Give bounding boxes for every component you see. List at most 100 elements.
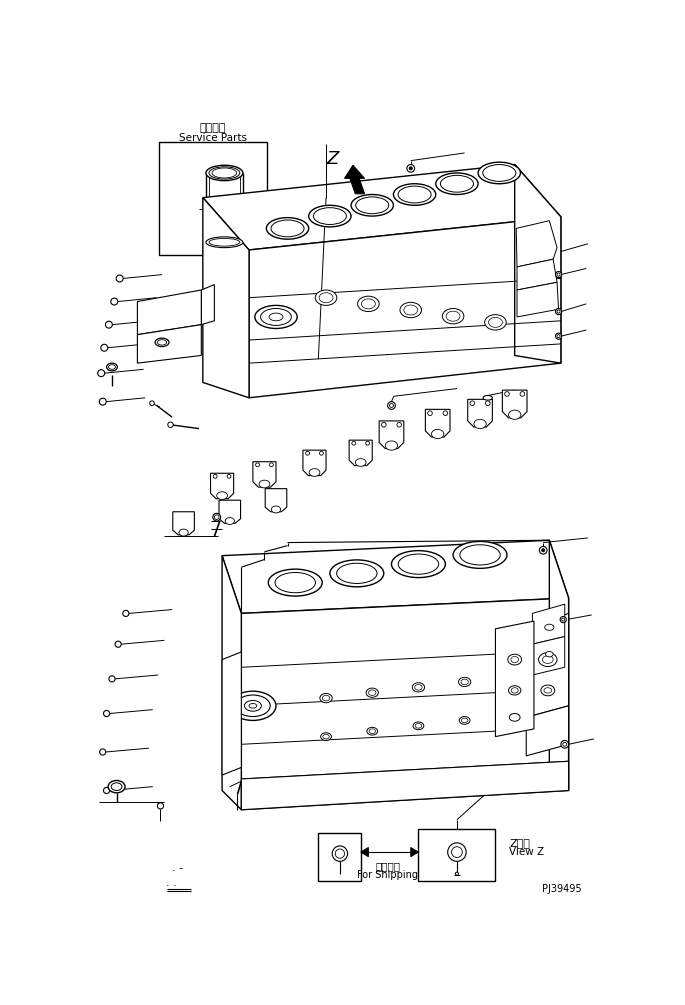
Circle shape	[319, 451, 323, 455]
Text: 補給専用: 補給専用	[199, 124, 226, 134]
Circle shape	[443, 411, 448, 415]
Circle shape	[557, 273, 560, 276]
Polygon shape	[222, 652, 241, 775]
Text: Z　視: Z 視	[509, 838, 530, 848]
Circle shape	[213, 514, 221, 521]
Ellipse shape	[319, 292, 333, 303]
Polygon shape	[173, 512, 195, 535]
Circle shape	[101, 345, 108, 351]
Polygon shape	[526, 706, 569, 756]
Polygon shape	[203, 198, 249, 398]
Ellipse shape	[461, 679, 469, 684]
Polygon shape	[345, 165, 364, 194]
Polygon shape	[138, 290, 201, 335]
Circle shape	[99, 398, 106, 405]
Circle shape	[556, 333, 562, 340]
Ellipse shape	[358, 296, 379, 312]
Text: PJ39495: PJ39495	[542, 884, 582, 894]
Ellipse shape	[412, 682, 425, 691]
Circle shape	[556, 271, 562, 277]
Circle shape	[158, 803, 164, 809]
Circle shape	[123, 610, 129, 616]
Ellipse shape	[535, 259, 545, 267]
Circle shape	[505, 392, 510, 396]
Polygon shape	[222, 541, 569, 613]
Ellipse shape	[386, 441, 398, 450]
Text: . -: . -	[172, 862, 183, 872]
Ellipse shape	[336, 563, 377, 584]
Ellipse shape	[369, 729, 375, 734]
Ellipse shape	[458, 677, 471, 686]
Ellipse shape	[269, 314, 283, 321]
Circle shape	[557, 335, 560, 338]
Ellipse shape	[313, 208, 347, 224]
Circle shape	[366, 441, 369, 445]
Ellipse shape	[511, 687, 518, 693]
Ellipse shape	[436, 173, 478, 195]
Polygon shape	[532, 636, 564, 675]
Circle shape	[456, 872, 458, 875]
Circle shape	[150, 401, 154, 405]
Polygon shape	[514, 165, 561, 363]
Polygon shape	[419, 829, 495, 881]
Polygon shape	[411, 847, 419, 856]
Polygon shape	[468, 399, 493, 427]
Polygon shape	[265, 488, 287, 512]
Ellipse shape	[460, 545, 500, 565]
Circle shape	[109, 675, 115, 682]
Ellipse shape	[393, 184, 436, 205]
Ellipse shape	[216, 491, 227, 499]
Circle shape	[227, 474, 231, 478]
Circle shape	[103, 788, 110, 794]
Ellipse shape	[229, 691, 276, 721]
Polygon shape	[241, 598, 569, 810]
Ellipse shape	[413, 722, 424, 730]
Ellipse shape	[320, 693, 332, 702]
Ellipse shape	[271, 220, 304, 237]
Text: For Shipping: For Shipping	[357, 870, 418, 880]
Ellipse shape	[356, 458, 366, 466]
Polygon shape	[219, 500, 240, 524]
Ellipse shape	[459, 717, 470, 725]
Ellipse shape	[179, 529, 188, 536]
Ellipse shape	[225, 518, 234, 525]
Polygon shape	[532, 604, 564, 644]
Ellipse shape	[212, 168, 237, 178]
Ellipse shape	[483, 165, 516, 181]
Ellipse shape	[249, 704, 257, 709]
Circle shape	[98, 370, 105, 377]
Circle shape	[560, 616, 566, 623]
Text: Service Parts: Service Parts	[179, 133, 247, 143]
Ellipse shape	[400, 303, 421, 318]
Circle shape	[214, 515, 219, 520]
Ellipse shape	[483, 396, 493, 400]
Polygon shape	[210, 473, 234, 498]
Ellipse shape	[351, 195, 393, 216]
Circle shape	[99, 749, 105, 755]
Ellipse shape	[107, 363, 117, 371]
Circle shape	[115, 641, 121, 647]
Circle shape	[256, 463, 260, 466]
Circle shape	[168, 422, 173, 427]
Ellipse shape	[323, 735, 329, 739]
Ellipse shape	[462, 719, 468, 723]
Ellipse shape	[398, 554, 438, 574]
Ellipse shape	[414, 684, 422, 690]
Polygon shape	[349, 440, 372, 465]
Ellipse shape	[485, 315, 506, 330]
Text: Z: Z	[326, 150, 338, 168]
Ellipse shape	[543, 655, 553, 663]
Circle shape	[407, 165, 414, 172]
Ellipse shape	[321, 733, 332, 741]
Ellipse shape	[511, 656, 519, 662]
Ellipse shape	[236, 695, 270, 717]
Ellipse shape	[545, 651, 553, 657]
Ellipse shape	[315, 290, 337, 306]
Ellipse shape	[508, 410, 521, 419]
Ellipse shape	[488, 318, 502, 328]
Ellipse shape	[269, 569, 322, 596]
Ellipse shape	[356, 197, 389, 214]
Ellipse shape	[398, 186, 431, 203]
Ellipse shape	[255, 306, 297, 329]
Ellipse shape	[309, 205, 351, 227]
